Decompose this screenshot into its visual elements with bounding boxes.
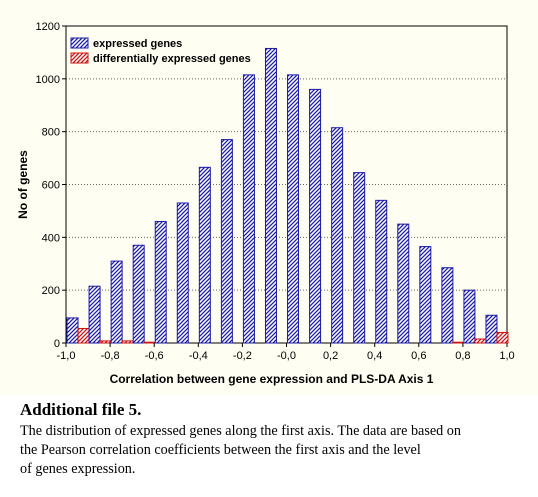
bars xyxy=(66,47,509,344)
differentially-expressed-genes-bar xyxy=(474,338,487,344)
caption-line: the Pearson correlation coefficients bet… xyxy=(20,442,421,458)
expressed-genes-bar xyxy=(463,289,476,344)
expressed-genes-bar xyxy=(353,172,366,344)
expressed-genes-bar xyxy=(154,220,167,344)
caption-body: The distribution of expressed genes alon… xyxy=(20,422,530,479)
expressed-genes-bar xyxy=(220,139,233,344)
legend-label: expressed genes xyxy=(93,38,182,50)
x-tick-label: 0,6 xyxy=(411,350,426,362)
expressed-genes-bar xyxy=(176,202,189,344)
expressed-genes-bar xyxy=(441,267,454,344)
differentially-expressed-genes-bar xyxy=(77,327,90,344)
differentially-expressed-genes-bar xyxy=(121,340,134,344)
grid-lines xyxy=(66,78,507,291)
differentially-expressed-genes-bar xyxy=(143,341,156,344)
figure-panel: 0 200 400 600 800 1000 1200 -1,0 -0,8 -0,6 -0,4 -0,… xyxy=(0,0,538,395)
x-tick-label: 0,8 xyxy=(455,350,470,362)
differentially-expressed-genes-bar xyxy=(99,340,112,344)
x-tick-label: 1,0 xyxy=(499,350,514,362)
y-axis-label: No of genes xyxy=(16,150,30,219)
y-tick-label: 0 xyxy=(54,338,60,350)
expressed-genes-bar xyxy=(198,166,211,344)
expressed-genes-bar xyxy=(264,47,277,344)
x-tick-label: 0,4 xyxy=(367,350,382,362)
x-tick-label: -0,4 xyxy=(189,350,208,362)
axis-ticks: 0 200 400 600 800 1000 1200 -1,0 -0,8 -0,6 -0,4 -0,… xyxy=(36,21,515,362)
legend: expressed genes differentially expressed … xyxy=(70,37,251,65)
expressed-genes-bar xyxy=(419,246,432,344)
y-tick-label: 800 xyxy=(42,127,60,139)
differentially-expressed-genes-bar xyxy=(496,331,509,344)
expressed-genes-bar xyxy=(132,244,145,344)
expressed-genes-bar xyxy=(309,88,322,344)
x-tick-label: -1,0 xyxy=(57,350,76,362)
differentially-expressed-genes-bar xyxy=(452,341,465,344)
expressed-genes-bar xyxy=(110,260,123,344)
expressed-genes-bar xyxy=(375,199,388,344)
figure-caption: Additional file 5. The distribution of e… xyxy=(20,400,530,479)
x-tick-label: -0,6 xyxy=(145,350,164,362)
y-tick-label: 200 xyxy=(42,285,60,297)
y-tick-label: 600 xyxy=(42,180,60,192)
legend-swatch xyxy=(70,37,89,49)
caption-line: of genes expression. xyxy=(20,461,136,477)
x-tick-label: -0,2 xyxy=(233,350,252,362)
caption-line: The distribution of expressed genes alon… xyxy=(20,423,461,439)
expressed-genes-bar xyxy=(88,285,101,344)
expressed-genes-bar xyxy=(485,314,498,344)
x-axis-label: Correlation between gene expression and … xyxy=(110,372,434,386)
legend-label: differentially expressed genes xyxy=(93,53,251,65)
y-tick-label: 400 xyxy=(42,232,60,244)
expressed-genes-bar xyxy=(397,223,410,344)
expressed-genes-bar xyxy=(287,74,300,344)
y-tick-label: 1000 xyxy=(36,74,60,86)
x-tick-label: -0,8 xyxy=(101,350,120,362)
y-tick-label: 1200 xyxy=(36,21,60,33)
histogram-chart: 0 200 400 600 800 1000 1200 -1,0 -0,8 -0,6 -0,4 -0,… xyxy=(16,21,515,386)
expressed-genes-bar xyxy=(66,317,79,344)
caption-title: Additional file 5. xyxy=(20,400,142,419)
expressed-genes-bar xyxy=(242,74,255,344)
expressed-genes-bar xyxy=(331,127,344,344)
x-tick-label: -0,0 xyxy=(277,350,296,362)
legend-swatch xyxy=(70,52,89,64)
x-tick-label: 0,2 xyxy=(323,350,338,362)
